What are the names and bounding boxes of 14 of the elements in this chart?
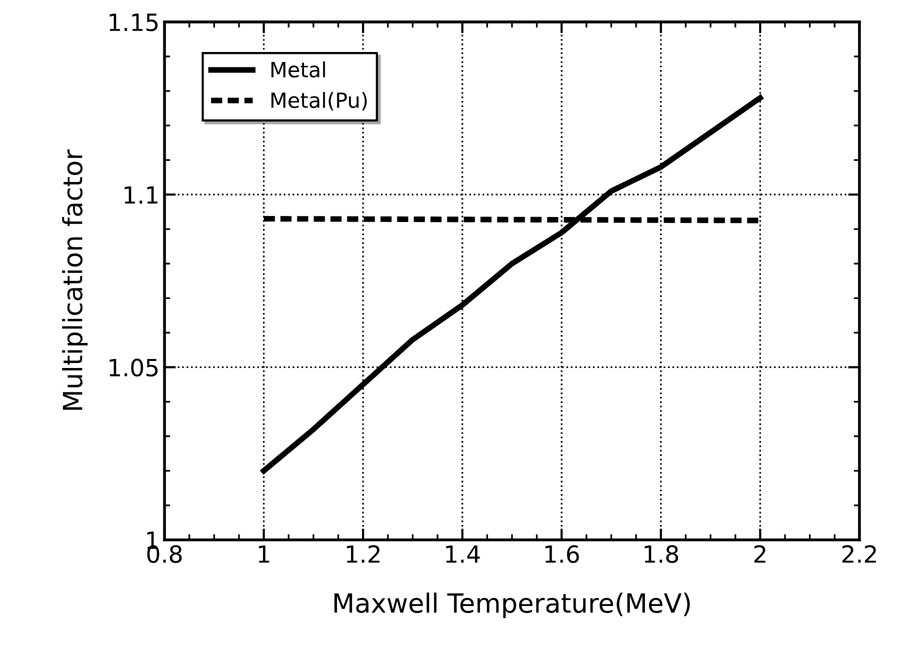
x-tick-label: 1.2	[346, 545, 380, 563]
x-tick-label: 1.6	[545, 545, 579, 564]
x-axis-title: Maxwell Temperature(MeV)	[334, 592, 690, 618]
y-tick-label: 1.1	[124, 186, 158, 204]
x-tick-label: 1.4	[446, 545, 480, 563]
x-tick-label: 1.8	[644, 545, 678, 564]
y-tick-label: 1.15	[110, 14, 158, 32]
y-axis-title: Multiplication factor	[62, 149, 88, 410]
x-tick-label: 2	[754, 545, 766, 563]
legend-label: Metal	[271, 61, 325, 78]
legend-label: Metal(Pu)	[271, 92, 367, 111]
x-tick-label: 2.2	[842, 545, 876, 563]
x-tick-label: 1	[258, 545, 270, 563]
y-tick-label: 1.05	[110, 358, 158, 377]
